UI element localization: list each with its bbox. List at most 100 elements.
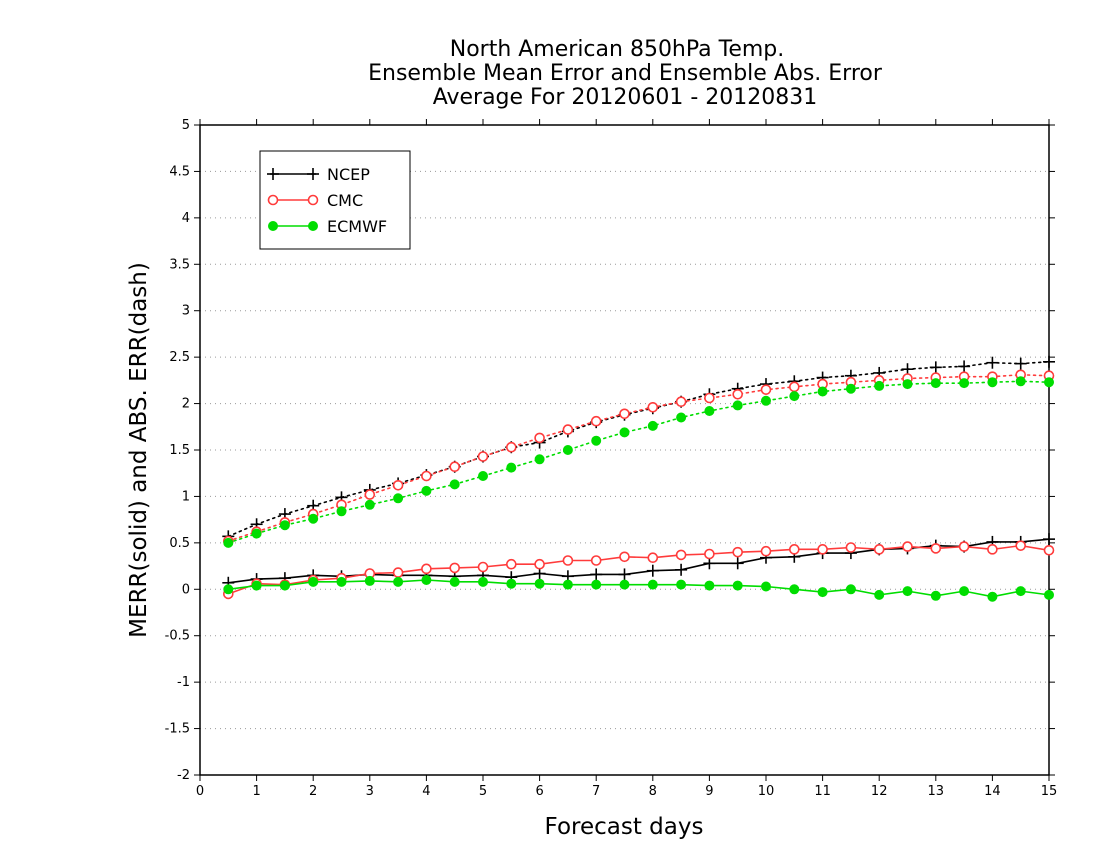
x-tick-label: 2 <box>309 784 317 799</box>
point-ncep-abs-err <box>958 360 971 373</box>
x-tick-label: 9 <box>705 784 713 799</box>
y-tick-label: 3 <box>182 304 190 319</box>
point-ecmwf-merr <box>761 581 771 592</box>
point-ecmwf-merr <box>421 575 432 585</box>
y-tick-label: 1.5 <box>169 443 190 458</box>
point-cmc-merr <box>788 544 800 555</box>
y-tick-label: 1 <box>182 489 190 504</box>
x-axis-label: Forecast days <box>545 814 704 840</box>
point-cmc-abs-err <box>675 396 687 408</box>
title-line-3: Average For 20120601 - 20120831 <box>433 85 818 110</box>
legend-marker-cmc-left <box>267 194 279 206</box>
series-ecmwf-abs-err-line <box>227 380 1050 544</box>
point-ecmwf-merr <box>619 579 630 590</box>
point-ecmwf-abs-err <box>1015 376 1026 387</box>
point-ecmwf-merr <box>704 580 715 591</box>
point-cmc-abs-err <box>590 415 602 427</box>
x-tick-label: 1 <box>252 784 260 799</box>
point-ecmwf-merr <box>817 587 828 598</box>
legend-marker-cmc-right <box>307 194 319 206</box>
y-tick-label: -0.5 <box>165 629 190 644</box>
point-cmc-abs-err <box>788 381 800 393</box>
x-tick-label: 10 <box>758 784 775 799</box>
legend-marker-ncep-left <box>267 168 279 180</box>
point-cmc-abs-err <box>505 441 517 453</box>
point-cmc-abs-err <box>392 479 404 491</box>
point-ncep-abs-err <box>1014 357 1027 370</box>
point-ncep-merr <box>1043 533 1055 546</box>
point-ecmwf-abs-err <box>676 412 687 423</box>
series-cmc-merr-line <box>228 544 1050 595</box>
point-ecmwf-merr <box>1015 586 1026 597</box>
series-cmc <box>223 369 1055 600</box>
point-cmc-abs-err <box>449 461 461 473</box>
point-cmc-merr <box>760 545 772 557</box>
point-cmc-merr <box>534 558 545 570</box>
y-tick-label: 4 <box>182 211 190 226</box>
point-ncep-merr <box>731 557 744 570</box>
point-ecmwf-merr <box>845 584 856 595</box>
point-ncep-abs-err <box>1043 355 1055 368</box>
x-tick-label: 15 <box>1041 784 1058 799</box>
point-ecmwf-merr <box>279 580 290 591</box>
point-cmc-merr <box>845 542 857 553</box>
y-tick-label: -1 <box>177 675 190 690</box>
point-cmc-merr <box>590 555 602 566</box>
point-ncep-merr <box>590 568 603 581</box>
legend-label-ecmwf: ECMWF <box>327 217 387 236</box>
grid-lines <box>200 170 1049 730</box>
y-tick-labels: -2 -1.5 -1 -0.5 0 0.5 1 1.5 2 2.5 3 3.5 4 4.5 5 <box>165 118 190 783</box>
point-ecmwf-abs-err <box>732 400 743 411</box>
y-tick-label: 4.5 <box>169 164 190 179</box>
point-ecmwf-abs-err <box>506 462 517 473</box>
title-line-1: North American 850hPa Temp. <box>450 37 785 62</box>
point-cmc-abs-err <box>534 432 545 444</box>
point-cmc-merr <box>647 552 659 564</box>
point-ecmwf-merr <box>223 584 234 595</box>
axes <box>194 119 1055 781</box>
point-ecmwf-merr <box>562 579 573 590</box>
point-ecmwf-abs-err <box>534 454 545 465</box>
point-cmc-merr <box>1043 544 1055 556</box>
point-ecmwf-merr <box>959 586 970 597</box>
point-ecmwf-abs-err <box>223 537 234 548</box>
point-cmc-merr <box>449 562 461 574</box>
point-ecmwf-abs-err <box>251 528 262 539</box>
series-ecmwf <box>223 376 1054 602</box>
point-cmc-abs-err <box>421 470 432 482</box>
y-tick-label: 5 <box>182 118 190 133</box>
point-cmc-abs-err <box>760 384 772 395</box>
point-cmc-merr <box>930 543 942 554</box>
point-ecmwf-abs-err <box>1044 377 1054 388</box>
point-cmc-abs-err <box>477 451 489 462</box>
point-ecmwf-merr <box>336 576 347 587</box>
point-cmc-merr <box>1015 540 1027 551</box>
x-tick-label: 3 <box>366 784 374 799</box>
y-axis-label: MERR(solid) and ABS. ERR(dash) <box>126 262 152 638</box>
point-ecmwf-abs-err <box>817 386 828 397</box>
point-cmc-merr <box>421 563 432 575</box>
point-cmc-merr <box>958 541 970 552</box>
point-ecmwf-abs-err <box>987 377 998 388</box>
y-tick-label: 3.5 <box>169 257 190 272</box>
point-cmc-abs-err <box>619 408 630 420</box>
point-ecmwf-abs-err <box>591 435 602 446</box>
point-ecmwf-abs-err <box>478 471 488 481</box>
y-tick-label: 2.5 <box>169 350 190 365</box>
point-ecmwf-abs-err <box>308 513 319 524</box>
series-ncep <box>222 355 1055 589</box>
point-ecmwf-merr <box>732 580 743 591</box>
point-ecmwf-abs-err <box>364 499 375 510</box>
point-ecmwf-abs-err <box>930 378 941 389</box>
x-tick-label: 6 <box>535 784 543 799</box>
point-ecmwf-merr <box>449 576 460 587</box>
point-ecmwf-merr <box>506 578 517 589</box>
x-tick-label: 7 <box>592 784 600 799</box>
title-line-2: Ensemble Mean Error and Ensemble Abs. Er… <box>368 61 883 86</box>
point-ecmwf-abs-err <box>874 380 885 391</box>
point-ecmwf-abs-err <box>336 506 347 517</box>
point-ecmwf-merr <box>647 579 658 590</box>
point-cmc-merr <box>817 544 828 555</box>
point-ecmwf-merr <box>789 584 800 595</box>
point-cmc-merr <box>902 541 913 552</box>
